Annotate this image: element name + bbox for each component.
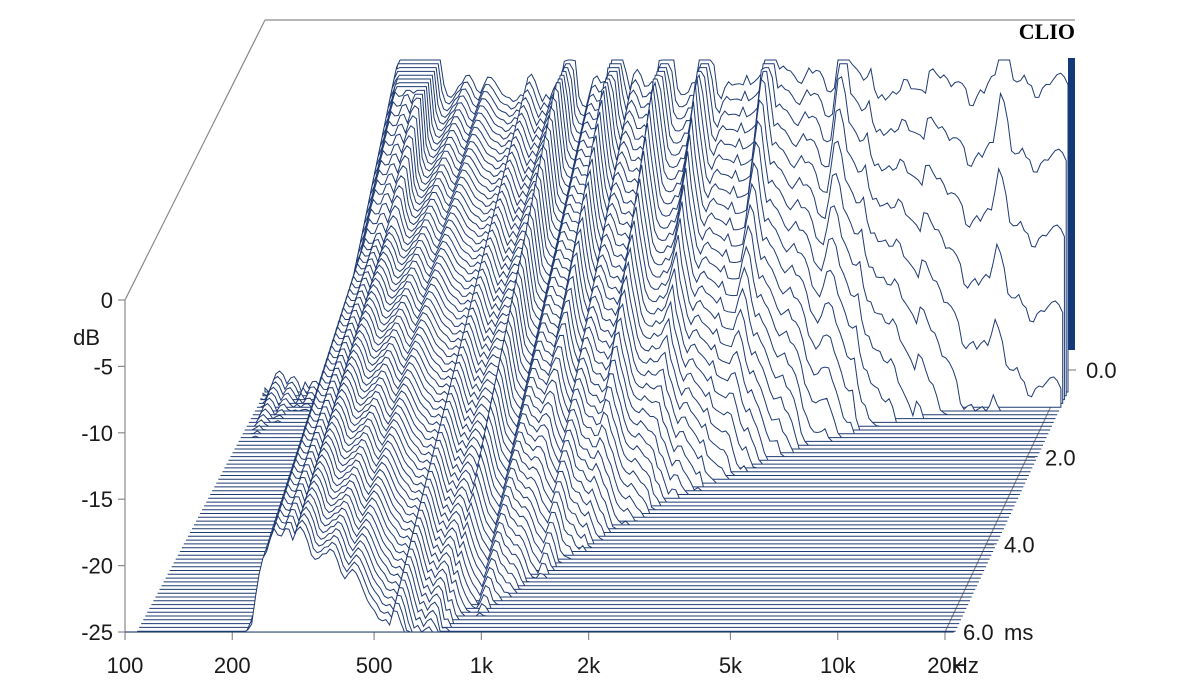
y-tick-label: -10 — [81, 421, 113, 446]
clio-logo: CLIO — [1019, 19, 1075, 44]
x-tick-label: 100 — [107, 653, 144, 678]
back-right-edge-bar — [1068, 58, 1075, 350]
z-tick-label: 4.0 — [1004, 533, 1035, 558]
back-frame-diagonal — [124, 19, 266, 301]
x-tick-label: 2k — [577, 653, 601, 678]
y-tick-label: -15 — [81, 487, 113, 512]
z-tick-label: 6.0 — [963, 620, 994, 645]
x-tick-label: 200 — [214, 653, 251, 678]
y-tick-label: -5 — [93, 354, 113, 379]
z-tick-label: 2.0 — [1045, 445, 1076, 470]
decay-slice-curve — [125, 526, 945, 633]
z-tick-label: 0.0 — [1086, 358, 1117, 383]
decay-curves — [125, 59, 1069, 633]
y-tick-label: 0 — [101, 288, 113, 313]
x-tick-label: 20k — [927, 653, 963, 678]
x-tick-label: 10k — [820, 653, 856, 678]
y-tick-label: -25 — [81, 620, 113, 645]
x-tick-label: 500 — [356, 653, 393, 678]
y-axis-unit-label: dB — [73, 325, 100, 350]
x-tick-label: 5k — [719, 653, 743, 678]
x-tick-label: 1k — [470, 653, 494, 678]
axis-labels: dB Hz ms 0 -5 -10 -15 -20 -25 100 200 500 1k 2k 5k 1… — [73, 288, 1117, 678]
z-axis-unit-label: ms — [1004, 620, 1033, 645]
z-axis-line — [944, 369, 1069, 633]
y-tick-label: -20 — [81, 554, 113, 579]
x-axis-unit-label: Hz — [952, 653, 979, 678]
